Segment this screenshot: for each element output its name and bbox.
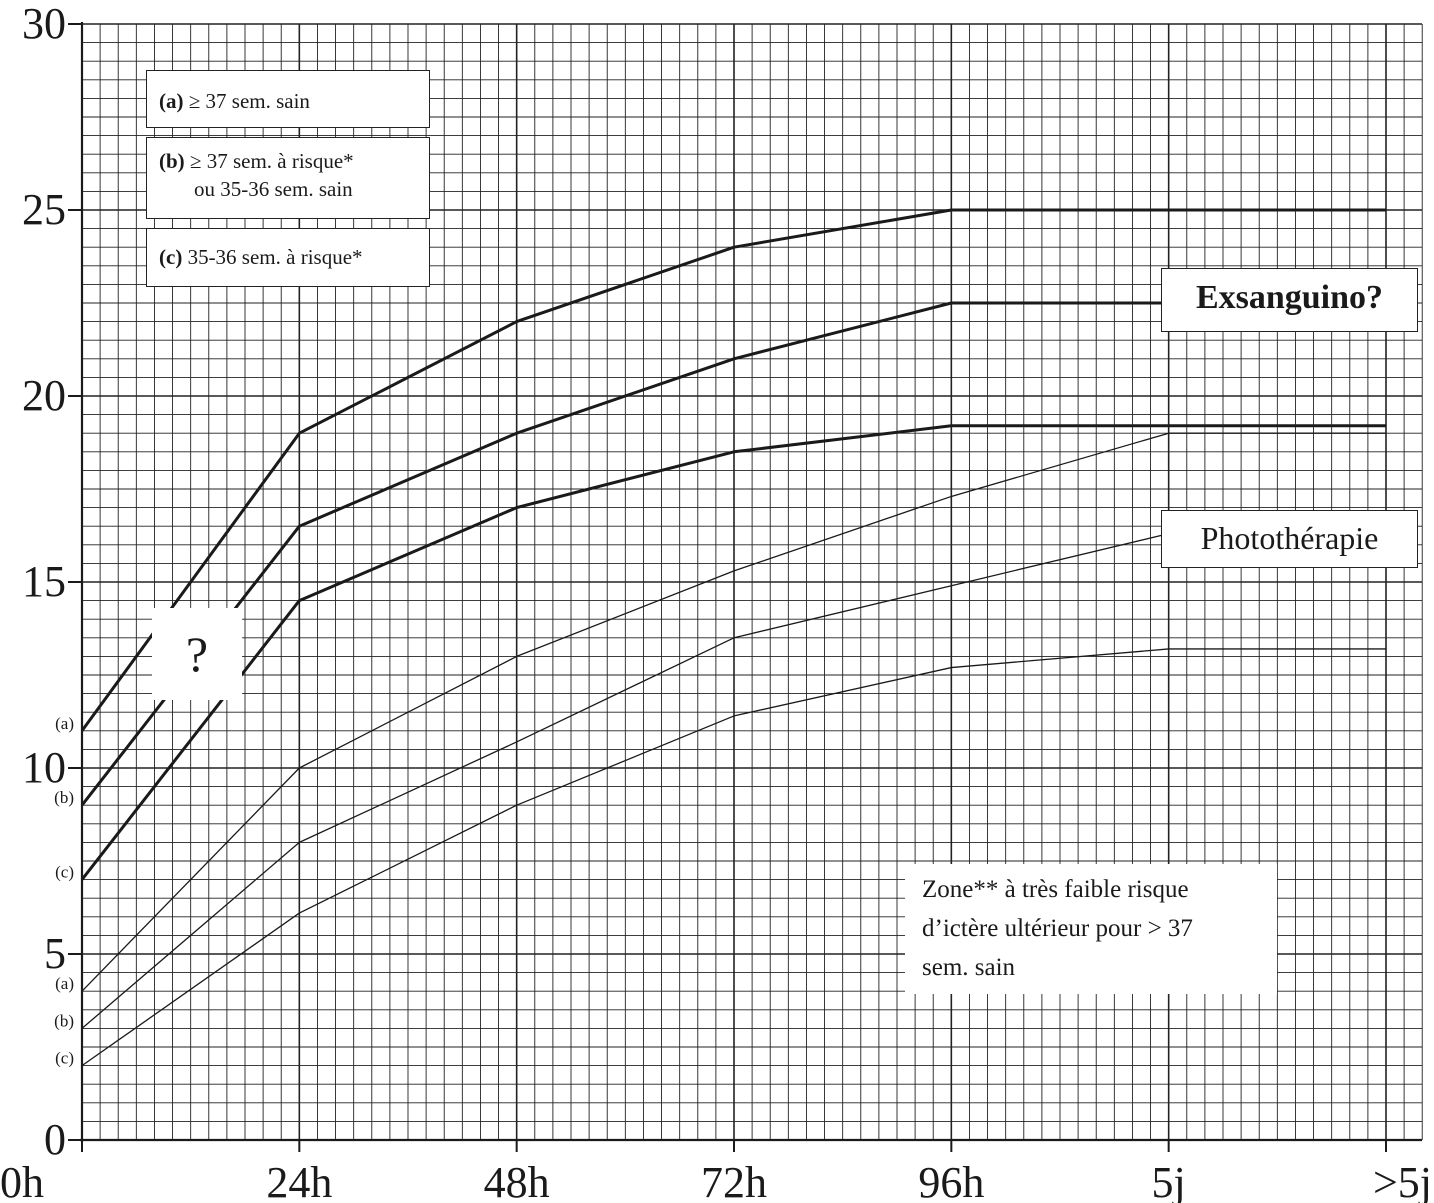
series-line-6 xyxy=(81,648,1386,1067)
y-tick-label: 30 xyxy=(22,0,66,48)
zone-line-2: d’ictère ultérieur pour > 37 xyxy=(922,915,1193,942)
series-start-label-3: (c) xyxy=(55,863,74,882)
y-tick-label: 5 xyxy=(44,929,66,978)
x-tick-label: 5j xyxy=(1152,1158,1186,1203)
y-tick-label: 25 xyxy=(22,185,66,234)
x-tick-label: 0h xyxy=(0,1158,44,1203)
series-start-label-4: (a) xyxy=(55,974,74,993)
exsanguino-label: Exsanguino? xyxy=(1161,268,1418,332)
phototherapie-label: Photothérapie xyxy=(1161,510,1418,568)
x-tick-label: 48h xyxy=(484,1158,550,1203)
legend-text-b: ≥ 37 sem. à risque* xyxy=(189,149,354,173)
legend-tag-b: (b) xyxy=(159,149,185,173)
y-tick-label: 20 xyxy=(22,371,66,420)
series-start-label-6: (c) xyxy=(55,1049,74,1068)
zone-line-1: Zone** à très faible risque xyxy=(922,876,1189,903)
x-tick-label: 24h xyxy=(266,1158,332,1203)
legend-tag-a: (a) xyxy=(159,89,184,113)
legend-item-c: (c) 35-36 sem. à risque* xyxy=(146,228,430,287)
legend-item-b: (b) ≥ 37 sem. à risque* ou 35-36 sem. sa… xyxy=(146,137,430,219)
legend-item-a: (a) ≥ 37 sem. sain xyxy=(146,70,430,128)
zone-line-3: sem. sain xyxy=(922,954,1016,981)
y-tick-label: 10 xyxy=(22,743,66,792)
axes xyxy=(68,22,1422,1152)
y-tick-label: 15 xyxy=(22,557,66,606)
series-start-label-1: (a) xyxy=(55,714,74,733)
legend-tag-c: (c) xyxy=(159,245,183,269)
series-line-1 xyxy=(80,208,1386,732)
x-tick-label: 72h xyxy=(701,1158,767,1203)
legend-text-c: 35-36 sem. à risque* xyxy=(187,245,363,269)
series-line-4 xyxy=(81,432,1386,992)
legend-text-b2: ou 35-36 sem. sain xyxy=(194,177,353,201)
legend-text-a: ≥ 37 sem. sain xyxy=(188,89,310,113)
y-tick-label: 0 xyxy=(44,1115,66,1164)
x-tick-label: >5j xyxy=(1373,1158,1432,1203)
series-start-label-2: (b) xyxy=(54,788,74,807)
x-tick-label: 96h xyxy=(918,1158,984,1203)
low-risk-zone-note: Zone** à très faible risque d’ictère ult… xyxy=(905,864,1277,994)
series-line-3 xyxy=(80,424,1386,881)
series-start-label-5: (b) xyxy=(54,1011,74,1030)
question-mark: ? xyxy=(152,608,242,700)
